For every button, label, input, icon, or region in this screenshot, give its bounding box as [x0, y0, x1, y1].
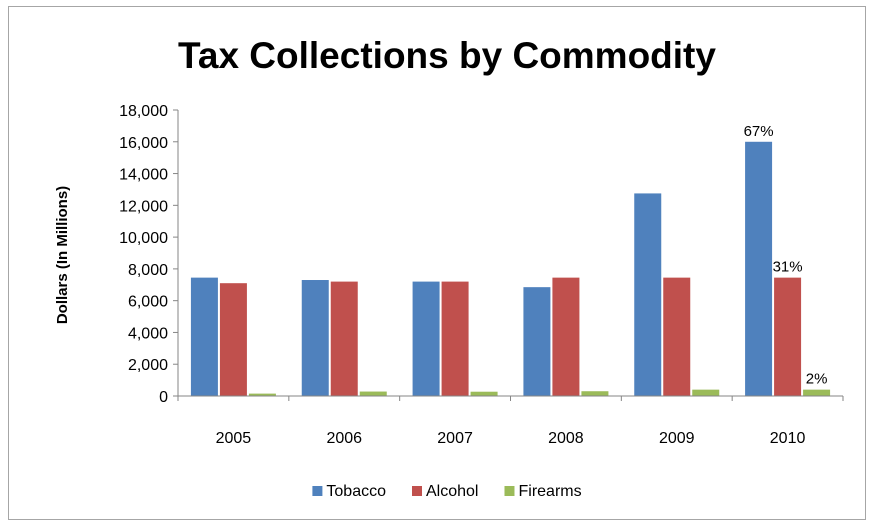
legend-label: Firearms — [518, 483, 581, 500]
data-labels: 67% 31% 2% — [744, 123, 828, 388]
bar-tobacco-2010 — [745, 141, 773, 396]
bars — [190, 141, 831, 396]
bar-alcohol-2005 — [219, 283, 247, 396]
legend-item-firearms: Firearms — [504, 483, 582, 500]
bar-firearms-2005 — [248, 393, 276, 396]
legend-item-tobacco: Tobacco — [312, 483, 386, 500]
data-label: 31% — [773, 259, 803, 276]
bar-firearms-2010 — [803, 389, 831, 396]
y-tick-label: 18,000 — [119, 103, 168, 120]
y-tick-label: 12,000 — [119, 198, 168, 215]
bar-firearms-2006 — [359, 391, 387, 396]
bar-alcohol-2006 — [330, 281, 358, 396]
y-tick-label: 4,000 — [128, 325, 168, 342]
x-tick-label: 2008 — [548, 430, 584, 447]
bar-tobacco-2008 — [523, 287, 551, 396]
bar-alcohol-2008 — [552, 277, 580, 396]
legend-label: Tobacco — [326, 483, 386, 500]
x-tick-label: 2005 — [216, 430, 252, 447]
chart-frame — [8, 6, 866, 520]
data-label: 67% — [744, 123, 774, 140]
y-tick-label: 8,000 — [128, 262, 168, 279]
bar-tobacco-2006 — [301, 280, 329, 396]
x-tick-label: 2006 — [326, 430, 362, 447]
y-tick-label: 0 — [159, 389, 168, 406]
legend-swatch — [504, 486, 515, 496]
data-label: 2% — [806, 371, 828, 388]
legend-swatch — [412, 486, 422, 496]
x-tick-label: 2010 — [770, 430, 806, 447]
bar-alcohol-2009 — [663, 277, 691, 396]
y-axis-label: Dollars (In Millions) — [54, 186, 71, 324]
legend-item-alcohol: Alcohol — [412, 483, 478, 500]
x-tick-label: 2007 — [437, 430, 473, 447]
bar-tobacco-2009 — [634, 193, 662, 396]
y-axis-ticks: 0 2,000 4,000 6,000 8,000 10,000 12,000 14,000 1… — [119, 103, 178, 406]
y-tick-label: 6,000 — [128, 294, 168, 311]
y-tick-label: 2,000 — [128, 357, 168, 374]
legend-label: Alcohol — [426, 483, 478, 500]
legend: Tobacco Alcohol Firearms — [312, 483, 582, 500]
bar-tobacco-2007 — [412, 281, 440, 396]
bar-firearms-2008 — [581, 391, 609, 396]
bar-alcohol-2007 — [441, 281, 469, 396]
bar-tobacco-2005 — [190, 277, 218, 396]
bar-firearms-2009 — [692, 389, 720, 396]
y-tick-label: 16,000 — [119, 135, 168, 152]
x-tick-label: 2009 — [659, 430, 695, 447]
y-tick-label: 14,000 — [119, 167, 168, 184]
legend-swatch — [312, 486, 323, 496]
y-tick-label: 10,000 — [119, 230, 168, 247]
chart-title: Tax Collections by Commodity — [178, 35, 716, 76]
x-axis-ticks: 2005 2006 2007 2008 2009 2010 — [177, 396, 844, 447]
bar-firearms-2007 — [470, 391, 498, 396]
bar-alcohol-2010 — [774, 277, 802, 396]
